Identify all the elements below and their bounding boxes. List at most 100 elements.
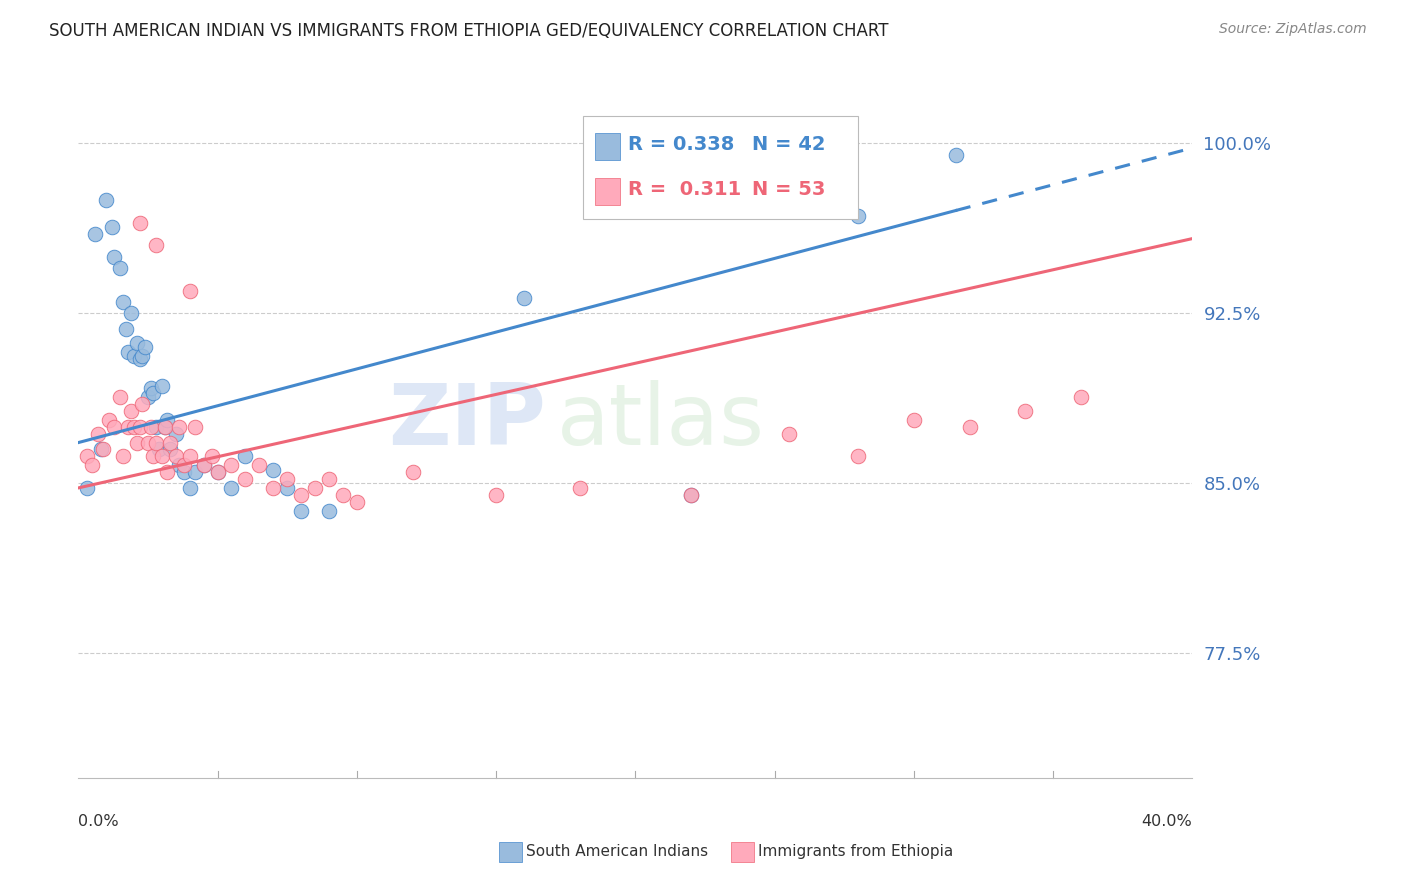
Point <box>221 458 243 473</box>
Point <box>145 238 167 252</box>
Point <box>76 481 98 495</box>
Point <box>128 351 150 366</box>
Point <box>97 413 120 427</box>
Point <box>156 465 179 479</box>
Point <box>318 472 340 486</box>
Text: atlas: atlas <box>557 380 765 463</box>
Point <box>332 488 354 502</box>
Point <box>173 458 195 473</box>
Point <box>276 481 298 495</box>
Point <box>134 340 156 354</box>
Point <box>247 458 270 473</box>
Point <box>304 481 326 495</box>
Point <box>290 503 312 517</box>
Point <box>131 350 153 364</box>
Text: ZIP: ZIP <box>388 380 546 463</box>
Point <box>84 227 107 241</box>
Point <box>142 449 165 463</box>
Point <box>846 449 869 463</box>
Point <box>125 335 148 350</box>
Point <box>201 449 224 463</box>
Point <box>125 435 148 450</box>
Point <box>184 465 207 479</box>
Point <box>131 397 153 411</box>
Text: 0.0%: 0.0% <box>79 814 120 830</box>
Text: R =  0.311: R = 0.311 <box>628 180 742 199</box>
Point <box>401 465 423 479</box>
Point <box>167 458 190 473</box>
Point <box>179 481 201 495</box>
Point <box>679 488 702 502</box>
Point <box>153 419 176 434</box>
Point <box>94 193 117 207</box>
Point <box>179 449 201 463</box>
Point <box>150 449 173 463</box>
Point <box>87 426 110 441</box>
Point <box>128 419 150 434</box>
Point <box>122 419 145 434</box>
Point <box>778 426 800 441</box>
Point <box>1014 404 1036 418</box>
Text: Source: ZipAtlas.com: Source: ZipAtlas.com <box>1219 22 1367 37</box>
Point <box>153 419 176 434</box>
Point <box>136 435 159 450</box>
Point <box>103 250 125 264</box>
Point <box>136 390 159 404</box>
Point <box>318 503 340 517</box>
Point <box>184 419 207 434</box>
Point <box>111 449 134 463</box>
Point <box>117 419 139 434</box>
Point <box>156 413 179 427</box>
Point <box>165 426 187 441</box>
Point <box>122 350 145 364</box>
Text: N = 42: N = 42 <box>752 136 825 154</box>
Point <box>114 322 136 336</box>
Point <box>485 488 508 502</box>
Point <box>193 458 215 473</box>
Point <box>120 306 142 320</box>
Point <box>165 449 187 463</box>
Point <box>76 449 98 463</box>
Text: Immigrants from Ethiopia: Immigrants from Ethiopia <box>758 845 953 859</box>
Point <box>513 291 536 305</box>
Point <box>117 345 139 359</box>
Point <box>103 419 125 434</box>
Point <box>207 465 229 479</box>
Point <box>221 481 243 495</box>
Point <box>346 494 368 508</box>
Point <box>167 419 190 434</box>
Point <box>1070 390 1092 404</box>
Text: South American Indians: South American Indians <box>526 845 709 859</box>
Point <box>120 404 142 418</box>
Point <box>193 458 215 473</box>
Point <box>159 435 181 450</box>
Point <box>262 481 284 495</box>
Point <box>179 284 201 298</box>
Point <box>679 488 702 502</box>
Point <box>846 209 869 223</box>
Point <box>91 442 114 457</box>
Point <box>945 147 967 161</box>
Text: SOUTH AMERICAN INDIAN VS IMMIGRANTS FROM ETHIOPIA GED/EQUIVALENCY CORRELATION CH: SOUTH AMERICAN INDIAN VS IMMIGRANTS FROM… <box>49 22 889 40</box>
Point <box>128 216 150 230</box>
Point <box>90 442 112 457</box>
Point <box>100 220 122 235</box>
Point <box>108 390 131 404</box>
Point <box>108 261 131 276</box>
Point <box>568 481 591 495</box>
Point <box>145 435 167 450</box>
Point <box>959 419 981 434</box>
Point <box>111 295 134 310</box>
Point <box>150 379 173 393</box>
Point <box>173 465 195 479</box>
Point <box>148 442 170 457</box>
Point <box>159 442 181 457</box>
Point <box>290 488 312 502</box>
Point <box>276 472 298 486</box>
Point <box>145 419 167 434</box>
Point <box>139 419 162 434</box>
Point <box>903 413 925 427</box>
Point <box>235 472 257 486</box>
Text: 40.0%: 40.0% <box>1142 814 1192 830</box>
Point <box>142 385 165 400</box>
